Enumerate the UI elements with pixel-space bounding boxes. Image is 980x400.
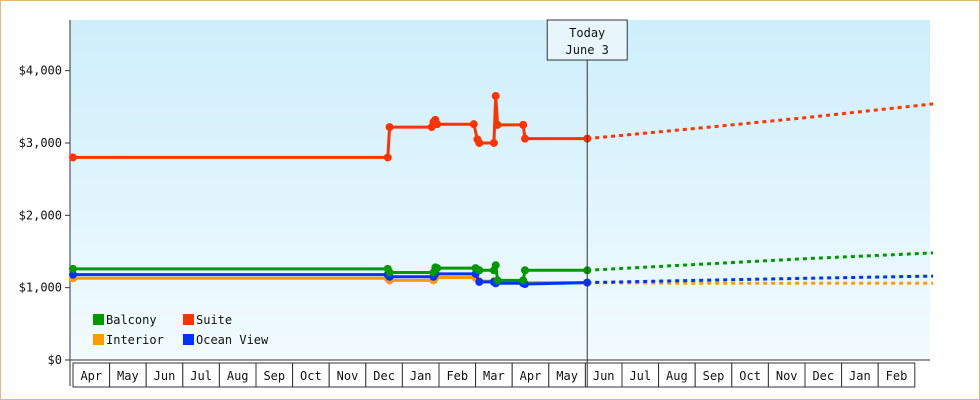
data-point[interactable]	[69, 264, 77, 273]
data-point[interactable]	[385, 268, 394, 277]
y-tick-label: $4,000	[19, 64, 62, 78]
x-tick-label: Sep	[703, 369, 725, 383]
data-point[interactable]	[433, 120, 442, 129]
series-forecast-line	[587, 102, 934, 141]
data-point[interactable]	[69, 270, 77, 279]
x-month-cell	[804, 362, 843, 388]
x-month-cell	[731, 362, 769, 388]
legend-swatch	[183, 334, 194, 345]
data-point[interactable]	[493, 120, 502, 129]
data-point[interactable]	[491, 261, 500, 270]
x-tick-label: Dec	[812, 369, 834, 383]
series-balcony	[69, 251, 934, 285]
data-point[interactable]	[489, 138, 498, 147]
series-forecast-line	[587, 274, 934, 285]
legend-label: Ocean View	[196, 333, 269, 347]
legend-swatch	[183, 314, 194, 325]
x-month-cell	[328, 362, 367, 388]
x-month-cell	[694, 362, 733, 388]
x-month-cell	[841, 362, 879, 388]
data-point[interactable]	[475, 138, 484, 147]
x-month-cell	[182, 362, 220, 388]
x-tick-label: Jul	[629, 369, 651, 383]
x-month-cell	[767, 362, 806, 388]
x-tick-label: Jan	[849, 369, 871, 383]
data-point[interactable]	[491, 91, 500, 100]
series-suite	[69, 91, 934, 162]
data-point[interactable]	[469, 120, 478, 129]
legend-item-balcony[interactable]: Balcony	[93, 313, 157, 327]
data-point[interactable]	[521, 134, 530, 143]
legend-swatch	[93, 314, 104, 325]
x-tick-label: May	[117, 369, 139, 383]
data-point[interactable]	[69, 153, 77, 162]
x-month-cell	[584, 362, 623, 388]
legend-label: Interior	[106, 333, 164, 347]
x-tick-label: Dec	[373, 369, 395, 383]
x-tick-label: Oct	[300, 369, 322, 383]
data-point[interactable]	[519, 276, 528, 285]
x-month-cell	[218, 362, 257, 388]
legend-item-suite[interactable]: Suite	[183, 313, 232, 327]
x-tick-label: Sep	[263, 369, 285, 383]
y-tick-label: $3,000	[19, 136, 62, 150]
y-tick-label: $0	[48, 353, 62, 367]
legend-label: Suite	[196, 313, 232, 327]
x-month-cell	[109, 362, 147, 388]
x-month-cell	[877, 362, 916, 388]
x-tick-label: Oct	[739, 369, 761, 383]
x-month-cell	[511, 362, 550, 388]
data-point[interactable]	[519, 120, 528, 129]
x-tick-label: Aug	[666, 369, 688, 383]
data-point[interactable]	[521, 266, 530, 275]
x-tick-label: Jun	[593, 369, 615, 383]
x-tick-label: Apr	[520, 369, 542, 383]
series-forecast-line	[587, 281, 934, 285]
x-tick-label: Nov	[776, 369, 798, 383]
legend-swatch	[93, 334, 104, 345]
x-tick-label: Feb	[886, 369, 908, 383]
today-label-line1: Today	[569, 26, 605, 40]
y-tick-label: $1,000	[19, 281, 62, 295]
series-line	[73, 94, 588, 159]
series-forecast-line	[587, 251, 934, 272]
x-month-cell	[72, 362, 111, 388]
x-month-cell	[621, 362, 660, 388]
data-point[interactable]	[433, 264, 442, 273]
x-tick-label: Mar	[483, 369, 505, 383]
x-tick-label: Apr	[80, 369, 102, 383]
today-label-line2: June 3	[566, 43, 609, 57]
x-tick-label: May	[556, 369, 578, 383]
data-point[interactable]	[383, 153, 392, 162]
legend-item-interior[interactable]: Interior	[93, 333, 164, 347]
data-point[interactable]	[475, 266, 484, 275]
legend-label: Balcony	[106, 313, 157, 327]
x-month-cell	[401, 362, 440, 388]
y-tick-label: $2,000	[19, 208, 62, 222]
x-tick-label: Nov	[337, 369, 359, 383]
data-point[interactable]	[493, 276, 502, 285]
x-tick-label: Jan	[410, 369, 432, 383]
x-tick-label: Jun	[154, 369, 176, 383]
x-month-cell	[145, 362, 184, 388]
x-tick-label: Aug	[227, 369, 249, 383]
plot-background	[70, 20, 930, 360]
data-point[interactable]	[385, 123, 394, 132]
x-tick-label: Feb	[446, 369, 468, 383]
x-month-cell	[475, 362, 513, 388]
today-label-box	[546, 19, 628, 61]
legend-item-ocean-view[interactable]: Ocean View	[183, 333, 269, 347]
x-tick-label: Jul	[190, 369, 212, 383]
data-point[interactable]	[475, 277, 484, 286]
